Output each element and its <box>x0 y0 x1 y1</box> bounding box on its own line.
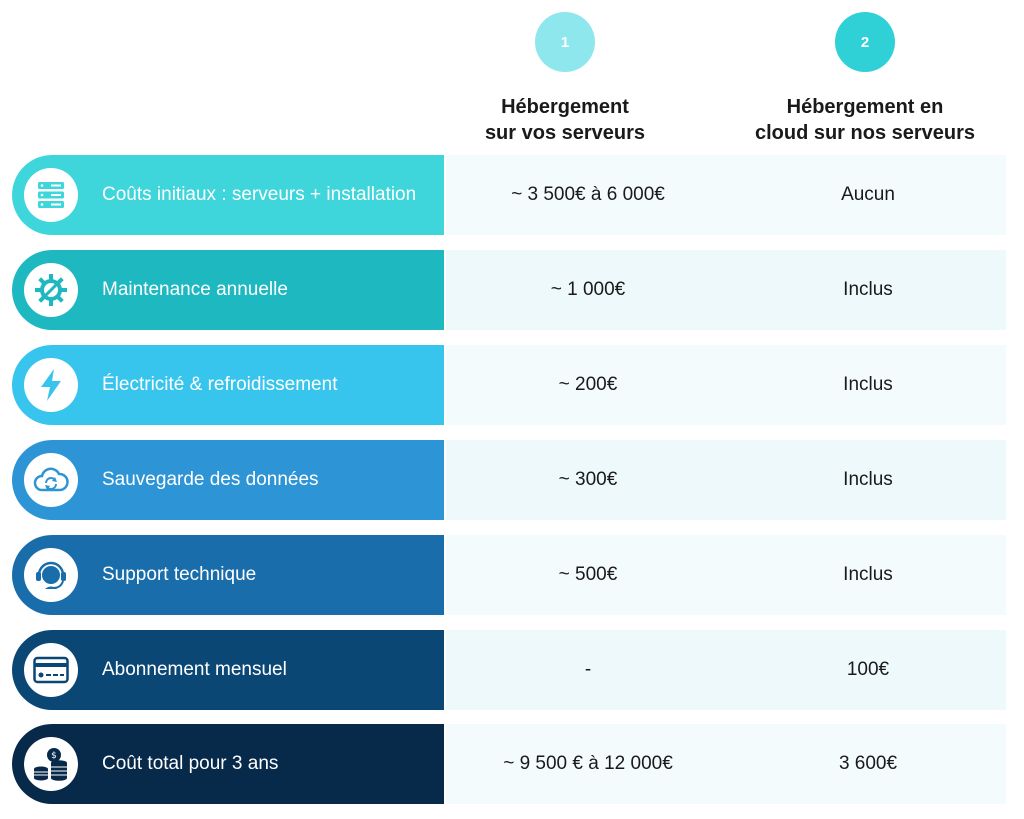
row-label-cell: Électricité & refroidissement <box>12 345 444 425</box>
cost-row-support: Support technique ~ 500€ Inclus <box>12 535 1006 615</box>
own-servers-value: ~ 500€ <box>558 564 618 585</box>
cloud-value: 100€ <box>846 659 890 680</box>
row-label-cell: Sauvegarde des données <box>12 440 444 520</box>
cost-row-maintenance: Maintenance annuelle ~ 1 000€ Inclus <box>12 250 1006 330</box>
cost-row-electricity: Électricité & refroidissement ~ 200€ Inc… <box>12 345 1006 425</box>
row-label: Abonnement mensuel <box>102 659 287 680</box>
row-label: Coût total pour 3 ans <box>102 753 279 774</box>
own-servers-value: ~ 3 500€ à 6 000€ <box>511 184 665 205</box>
cloud-value: Inclus <box>843 374 893 395</box>
column-title-line: Hébergement <box>501 96 629 118</box>
own-servers-value: ~ 300€ <box>558 469 618 490</box>
credit-card-icon <box>24 643 78 697</box>
cost-row-subscription: Abonnement mensuel - 100€ <box>12 630 1006 710</box>
step-number: 2 <box>860 33 870 51</box>
cloud-sync-icon <box>24 453 78 507</box>
value-background <box>446 630 1006 710</box>
step-number: 1 <box>560 33 570 51</box>
column-title: Hébergement en cloud sur nos serveurs <box>740 94 990 146</box>
value-background <box>446 724 1006 804</box>
row-label: Maintenance annuelle <box>102 279 288 300</box>
own-servers-value: ~ 1 000€ <box>550 279 626 300</box>
step-badge-1: 1 <box>535 12 595 72</box>
column-header-cloud: 2 Hébergement en cloud sur nos serveurs <box>740 12 990 146</box>
headset-icon <box>24 548 78 602</box>
value-background <box>446 535 1006 615</box>
value-background <box>446 250 1006 330</box>
own-servers-value: ~ 200€ <box>558 374 618 395</box>
row-label: Support technique <box>102 564 257 585</box>
row-label-cell: Support technique <box>12 535 444 615</box>
column-title-line: sur vos serveurs <box>484 122 646 144</box>
coins-icon: $ <box>24 737 78 791</box>
column-header-own-servers: 1 Hébergement sur vos serveurs <box>460 12 670 146</box>
svg-text:$: $ <box>51 751 57 761</box>
column-title-line: Hébergement en <box>786 96 944 118</box>
cost-row-total: $ Coût total pour 3 ans ~ 9 500 € à 12 0… <box>12 724 1006 804</box>
cost-row-initial: Coûts initiaux : serveurs + installation… <box>12 155 1006 235</box>
step-badge-2: 2 <box>835 12 895 72</box>
cloud-value: Inclus <box>843 564 893 585</box>
cloud-value: Inclus <box>843 469 893 490</box>
cost-row-backup: Sauvegarde des données ~ 300€ Inclus <box>12 440 1006 520</box>
row-label-cell: $ Coût total pour 3 ans <box>12 724 444 804</box>
gear-wrench-icon <box>24 263 78 317</box>
value-background <box>446 345 1006 425</box>
cloud-value: 3 600€ <box>838 753 898 774</box>
lightning-icon <box>24 358 78 412</box>
own-servers-value: - <box>584 659 592 680</box>
row-label-cell: Abonnement mensuel <box>12 630 444 710</box>
value-background <box>446 440 1006 520</box>
row-label: Électricité & refroidissement <box>102 374 338 395</box>
row-label-cell: Coûts initiaux : serveurs + installation <box>12 155 444 235</box>
own-servers-value: ~ 9 500 € à 12 000€ <box>503 753 673 774</box>
server-icon <box>24 168 78 222</box>
row-label: Sauvegarde des données <box>102 469 319 490</box>
cloud-value: Inclus <box>843 279 893 300</box>
cloud-value: Aucun <box>841 184 895 205</box>
column-title-line: cloud sur nos serveurs <box>754 122 976 144</box>
row-label-cell: Maintenance annuelle <box>12 250 444 330</box>
column-title: Hébergement sur vos serveurs <box>460 94 670 146</box>
row-label: Coûts initiaux : serveurs + installation <box>102 184 417 205</box>
value-background <box>446 155 1006 235</box>
